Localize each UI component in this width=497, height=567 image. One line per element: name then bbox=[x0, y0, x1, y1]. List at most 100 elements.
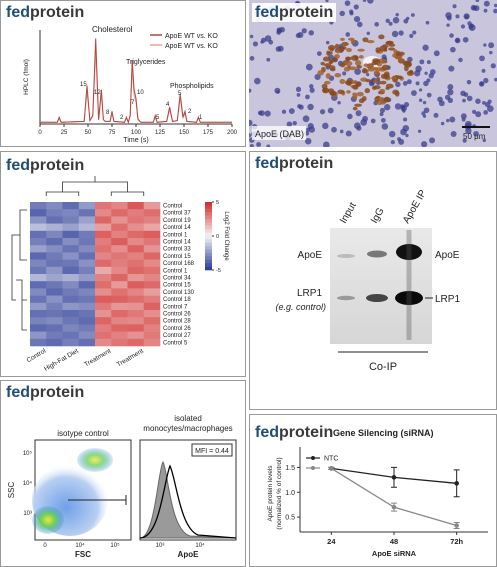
heatmap-cell bbox=[127, 295, 145, 304]
heatmap-cell bbox=[78, 317, 96, 325]
nucleus bbox=[305, 63, 313, 71]
nucleus bbox=[482, 100, 486, 105]
heatmap-cell bbox=[127, 245, 145, 253]
heatmap-cell bbox=[127, 288, 145, 296]
nucleus bbox=[301, 28, 307, 34]
heatmap-cell bbox=[62, 317, 80, 325]
heatmap-cell bbox=[111, 281, 128, 289]
heatmap-cell bbox=[30, 338, 47, 347]
heatmap-cell bbox=[30, 216, 47, 224]
nucleus bbox=[249, 133, 252, 138]
heatmap-cell bbox=[111, 209, 128, 217]
heatmap-cell bbox=[111, 295, 128, 304]
heatmap-cell bbox=[95, 266, 112, 275]
dab-cell bbox=[324, 63, 332, 68]
nucleus bbox=[286, 121, 293, 128]
nucleus bbox=[325, 0, 329, 3]
heatmap-cell bbox=[127, 331, 145, 340]
heatmap-cell bbox=[143, 230, 161, 239]
band-label-right: ApoE bbox=[435, 250, 460, 261]
data-point bbox=[454, 523, 459, 528]
legend-label: ApoE WT vs. KO bbox=[165, 33, 218, 40]
heatmap-cell bbox=[143, 252, 161, 260]
heatmap-cell bbox=[46, 317, 63, 325]
brand-suffix: protein bbox=[30, 384, 84, 401]
nucleus bbox=[360, 119, 368, 126]
heatmap-cell bbox=[78, 202, 96, 210]
brand-prefix: fed bbox=[255, 4, 279, 21]
dab-cell bbox=[348, 66, 357, 71]
nucleus bbox=[398, 30, 404, 36]
x-tick-label: 150 bbox=[179, 130, 190, 136]
heatmap-cell bbox=[62, 216, 80, 224]
heatmap-cell bbox=[78, 216, 96, 224]
dab-cell bbox=[322, 56, 331, 62]
heatmap-cell bbox=[127, 317, 145, 325]
heatmap-cell bbox=[95, 274, 112, 282]
dendrogram bbox=[45, 176, 145, 196]
brand: fedprotein bbox=[6, 157, 84, 174]
colorbar-tick-label: -5 bbox=[216, 268, 221, 274]
nucleus bbox=[249, 144, 254, 147]
dab-cell bbox=[372, 80, 379, 84]
nucleus bbox=[309, 87, 315, 93]
heatmap-cell bbox=[95, 302, 112, 311]
colorbar-tick-label: 5 bbox=[216, 200, 219, 206]
peak-annotation: 2 bbox=[120, 115, 124, 121]
tick-label: 10⁴ bbox=[75, 542, 85, 549]
heatmap-cell bbox=[111, 338, 128, 347]
heatmap-cell bbox=[143, 295, 161, 304]
heatmap-cell bbox=[95, 331, 112, 340]
nucleus bbox=[433, 112, 439, 118]
nucleus bbox=[274, 87, 281, 94]
colorbar-step bbox=[205, 229, 212, 233]
heatmap-cell bbox=[111, 331, 128, 340]
colorbar-step bbox=[205, 263, 212, 267]
heatmap-cell bbox=[111, 310, 128, 318]
heatmap-cell bbox=[78, 252, 96, 260]
heatmap-cell bbox=[46, 209, 63, 217]
row-label: Control 19 bbox=[163, 218, 191, 224]
brand: fedprotein bbox=[6, 384, 84, 401]
nucleus bbox=[308, 126, 315, 133]
nucleus bbox=[447, 97, 453, 104]
nucleus bbox=[254, 77, 261, 85]
nucleus bbox=[353, 4, 359, 10]
heatmap-cell bbox=[46, 324, 63, 332]
nucleus bbox=[252, 41, 259, 47]
nucleus bbox=[398, 138, 405, 145]
dab-cell bbox=[379, 80, 387, 85]
heatmap-cell bbox=[143, 274, 161, 282]
nucleus bbox=[345, 32, 351, 37]
heatmap-cell bbox=[95, 209, 112, 217]
nucleus bbox=[302, 115, 310, 123]
row-label: Control 28 bbox=[163, 319, 191, 325]
nucleus bbox=[450, 46, 456, 53]
dab-cell bbox=[324, 80, 331, 85]
heatmap-cell bbox=[143, 216, 161, 224]
nucleus bbox=[288, 108, 295, 114]
heatmap-cell bbox=[62, 266, 80, 275]
heatmap-cell bbox=[127, 209, 145, 217]
nucleus bbox=[422, 44, 429, 51]
heatmap-cell bbox=[30, 274, 47, 282]
heatmap-cell bbox=[127, 216, 145, 224]
y-axis-label: ApoE protein levels bbox=[267, 465, 274, 522]
nucleus bbox=[249, 34, 254, 39]
hplc-trace bbox=[40, 38, 232, 124]
nucleus bbox=[309, 84, 314, 89]
dab-cell bbox=[380, 101, 386, 105]
axis-label: ApoE bbox=[178, 550, 200, 559]
heatmap-cell bbox=[78, 324, 96, 332]
x-tick-label: 0 bbox=[38, 130, 42, 136]
colorbar-step bbox=[205, 205, 212, 210]
colorbar-step bbox=[205, 239, 212, 244]
heatmap-cell bbox=[46, 338, 63, 347]
nucleus bbox=[462, 36, 469, 43]
peak-annotation: Phospholipids bbox=[170, 83, 214, 90]
heatmap-cell bbox=[111, 230, 128, 239]
dab-cell bbox=[352, 84, 359, 90]
brand-prefix: fed bbox=[6, 384, 30, 401]
heatmap-cell bbox=[78, 331, 96, 340]
